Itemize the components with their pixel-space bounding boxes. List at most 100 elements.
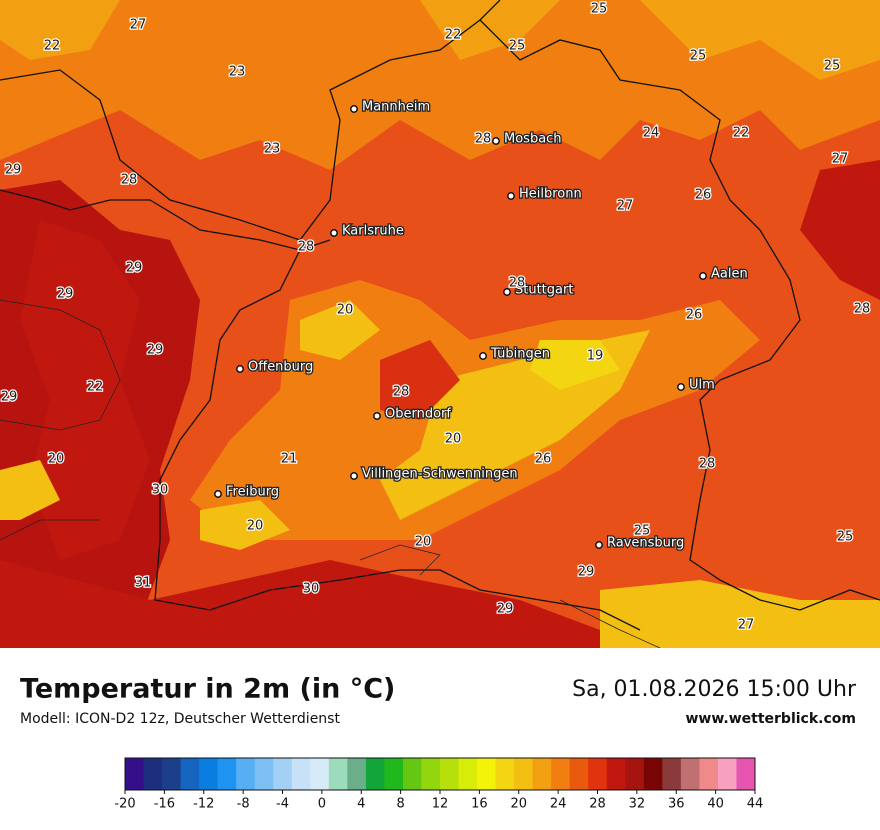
- temperature-label: 29: [57, 287, 74, 302]
- city-dot: [479, 352, 487, 360]
- legend-swatch: [514, 758, 534, 790]
- temperature-label: 29: [578, 565, 595, 580]
- legend-swatch: [421, 758, 441, 790]
- temperature-label: 27: [738, 618, 755, 633]
- temperature-label: 29: [1, 390, 18, 405]
- legend-tick-label: 24: [550, 797, 567, 812]
- legend-tick-label: -20: [114, 797, 135, 812]
- temperature-label: 29: [126, 261, 143, 276]
- temperature-label: 29: [5, 163, 22, 178]
- legend-tick-label: -12: [193, 797, 214, 812]
- legend-tick-label: 8: [396, 797, 404, 812]
- subtitle: Modell: ICON-D2 12z, Deutscher Wetterdie…: [20, 711, 340, 727]
- temperature-label: 27: [617, 199, 634, 214]
- temperature-label: 25: [824, 59, 841, 74]
- color-legend: -20 -16 -12 -8 -4 0 4 8 12 16 20 24 28 32 36 40 44: [114, 757, 764, 812]
- valid-time: Sa, 01.08.2026 15:00 Uhr: [572, 677, 857, 702]
- legend-tick-label: 44: [747, 797, 764, 812]
- legend-swatch: [551, 758, 571, 790]
- temperature-label: 25: [690, 49, 707, 64]
- city-label: Ulm: [689, 378, 715, 393]
- legend-tick-label: -16: [154, 797, 175, 812]
- legend-swatch: [588, 758, 608, 790]
- legend-swatch: [180, 758, 200, 790]
- temperature-label: 19: [587, 349, 604, 364]
- legend-tick-label: 4: [357, 797, 365, 812]
- temperature-label: 28: [393, 385, 410, 400]
- temperature-label: 25: [837, 530, 854, 545]
- legend-swatch: [291, 758, 311, 790]
- city-dot: [350, 472, 358, 480]
- legend-swatch: [495, 758, 515, 790]
- temperature-label: 30: [152, 483, 169, 498]
- city-label: Stuttgart: [515, 283, 573, 298]
- city-dot: [677, 383, 685, 391]
- footer: [0, 648, 880, 830]
- temperature-label: 22: [733, 126, 750, 141]
- legend-tick-label: -4: [276, 797, 289, 812]
- city-label: Ravensburg: [607, 536, 684, 551]
- city-label: Oberndorf: [385, 407, 451, 422]
- cities: Mannheim Mosbach Heilbronn Karlsruhe Stuttga…: [214, 98, 749, 552]
- legend-swatch: [699, 758, 719, 790]
- temperature-label: 25: [634, 524, 651, 539]
- temperature-label: 27: [130, 18, 147, 33]
- legend-swatch: [736, 758, 756, 790]
- legend-swatch: [310, 758, 330, 790]
- legend-swatch: [328, 758, 348, 790]
- city-label: Mosbach: [504, 132, 562, 147]
- legend-tick-label: 28: [589, 797, 606, 812]
- temperature-label: 23: [229, 65, 246, 80]
- legend-swatch: [143, 758, 163, 790]
- temperature-label: 20: [247, 519, 264, 534]
- legend-swatch: [440, 758, 459, 790]
- legend-swatch: [236, 758, 256, 790]
- temperature-label: 28: [854, 302, 871, 317]
- legend-tick-label: 0: [318, 797, 326, 812]
- temperature-label: 21: [281, 452, 298, 467]
- temperature-label: 24: [643, 126, 660, 141]
- city-dot: [236, 365, 244, 373]
- legend-swatch: [606, 758, 626, 790]
- legend-swatch: [625, 758, 645, 790]
- temperature-label: 27: [832, 152, 849, 167]
- legend-swatch: [477, 758, 496, 790]
- temperature-label: 25: [509, 39, 526, 54]
- temperature-label: 29: [497, 602, 514, 617]
- legend-swatch: [458, 758, 478, 790]
- legend-swatch: [347, 758, 367, 790]
- temperature-label: 28: [121, 173, 138, 188]
- legend-swatch: [643, 758, 663, 790]
- legend-swatch: [402, 758, 422, 790]
- temperature-label: 28: [509, 276, 526, 291]
- city-dot: [214, 490, 222, 498]
- temperature-label: 26: [535, 452, 552, 467]
- temperature-label: 22: [44, 39, 61, 54]
- legend-tick-label: 40: [707, 797, 724, 812]
- temperature-label: 20: [415, 535, 432, 550]
- legend-swatch: [662, 758, 682, 790]
- website: www.wetterblick.com: [686, 711, 857, 727]
- temperature-label: 20: [48, 452, 65, 467]
- legend-tick-label: 16: [471, 797, 488, 812]
- city-dot: [699, 272, 707, 280]
- temperature-label: 20: [445, 432, 462, 447]
- city-label: Offenburg: [248, 360, 313, 375]
- temperature-label: 31: [135, 576, 152, 591]
- city-label: Mannheim: [362, 100, 430, 115]
- temperature-labels: 27 22 23 22 25 25 25 25 29 28 23 28 24 22 27 27 26 28 29 29…: [0, 0, 871, 633]
- city-dot: [507, 192, 515, 200]
- legend-swatch: [569, 758, 589, 790]
- legend-tick-label: -8: [237, 797, 250, 812]
- temperature-label: 28: [298, 240, 315, 255]
- legend-tick-label: 20: [510, 797, 527, 812]
- temperature-label: 22: [87, 380, 104, 395]
- city-dot: [503, 288, 511, 296]
- temperature-label: 29: [147, 343, 164, 358]
- city-dot: [595, 541, 603, 549]
- city-label: Heilbronn: [519, 187, 582, 202]
- title: Temperatur in 2m (in °C): [20, 674, 395, 705]
- legend-swatch: [384, 758, 404, 790]
- legend-tick-label: 36: [668, 797, 685, 812]
